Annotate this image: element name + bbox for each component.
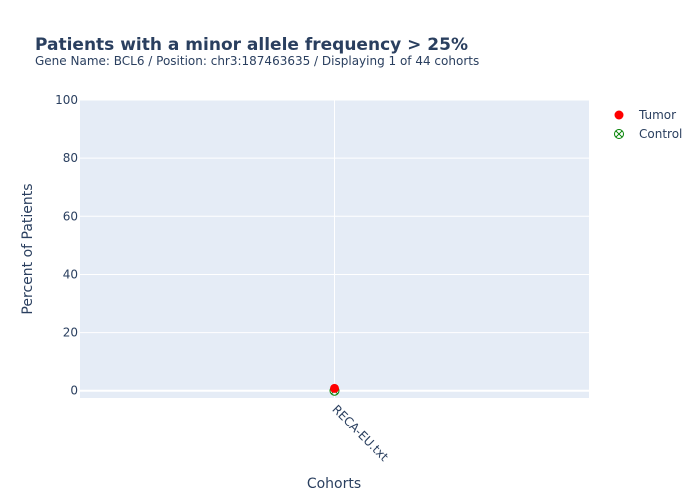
y-tick-label: 0 — [70, 384, 78, 398]
x-axis-label: Cohorts — [307, 476, 361, 492]
y-tick-label: 100 — [55, 93, 78, 107]
legend[interactable]: Tumor Control — [614, 108, 683, 141]
gridlines — [80, 99, 589, 398]
y-tick-label: 40 — [63, 267, 78, 281]
chart-title: Patients with a minor allele frequency >… — [35, 35, 468, 55]
y-tick-label: 20 — [63, 326, 78, 340]
x-tick-label: RECA-EU.txt — [329, 402, 391, 464]
chart-subtitle: Gene Name: BCL6 / Position: chr3:1874636… — [35, 54, 479, 68]
tumor-point[interactable] — [330, 383, 339, 393]
x-axis-ticks: RECA-EU.txt — [329, 402, 391, 464]
y-tick-label: 80 — [63, 151, 78, 165]
y-axis-ticks: 0 20 40 60 80 100 — [55, 93, 78, 398]
legend-label-control[interactable]: Control — [639, 127, 682, 141]
y-axis-label: Percent of Patients — [20, 183, 36, 314]
data-points — [329, 383, 340, 396]
y-tick-label: 60 — [63, 209, 78, 223]
legend-marker-control[interactable] — [614, 129, 624, 139]
legend-label-tumor[interactable]: Tumor — [638, 108, 676, 122]
legend-marker-tumor[interactable] — [614, 110, 624, 120]
